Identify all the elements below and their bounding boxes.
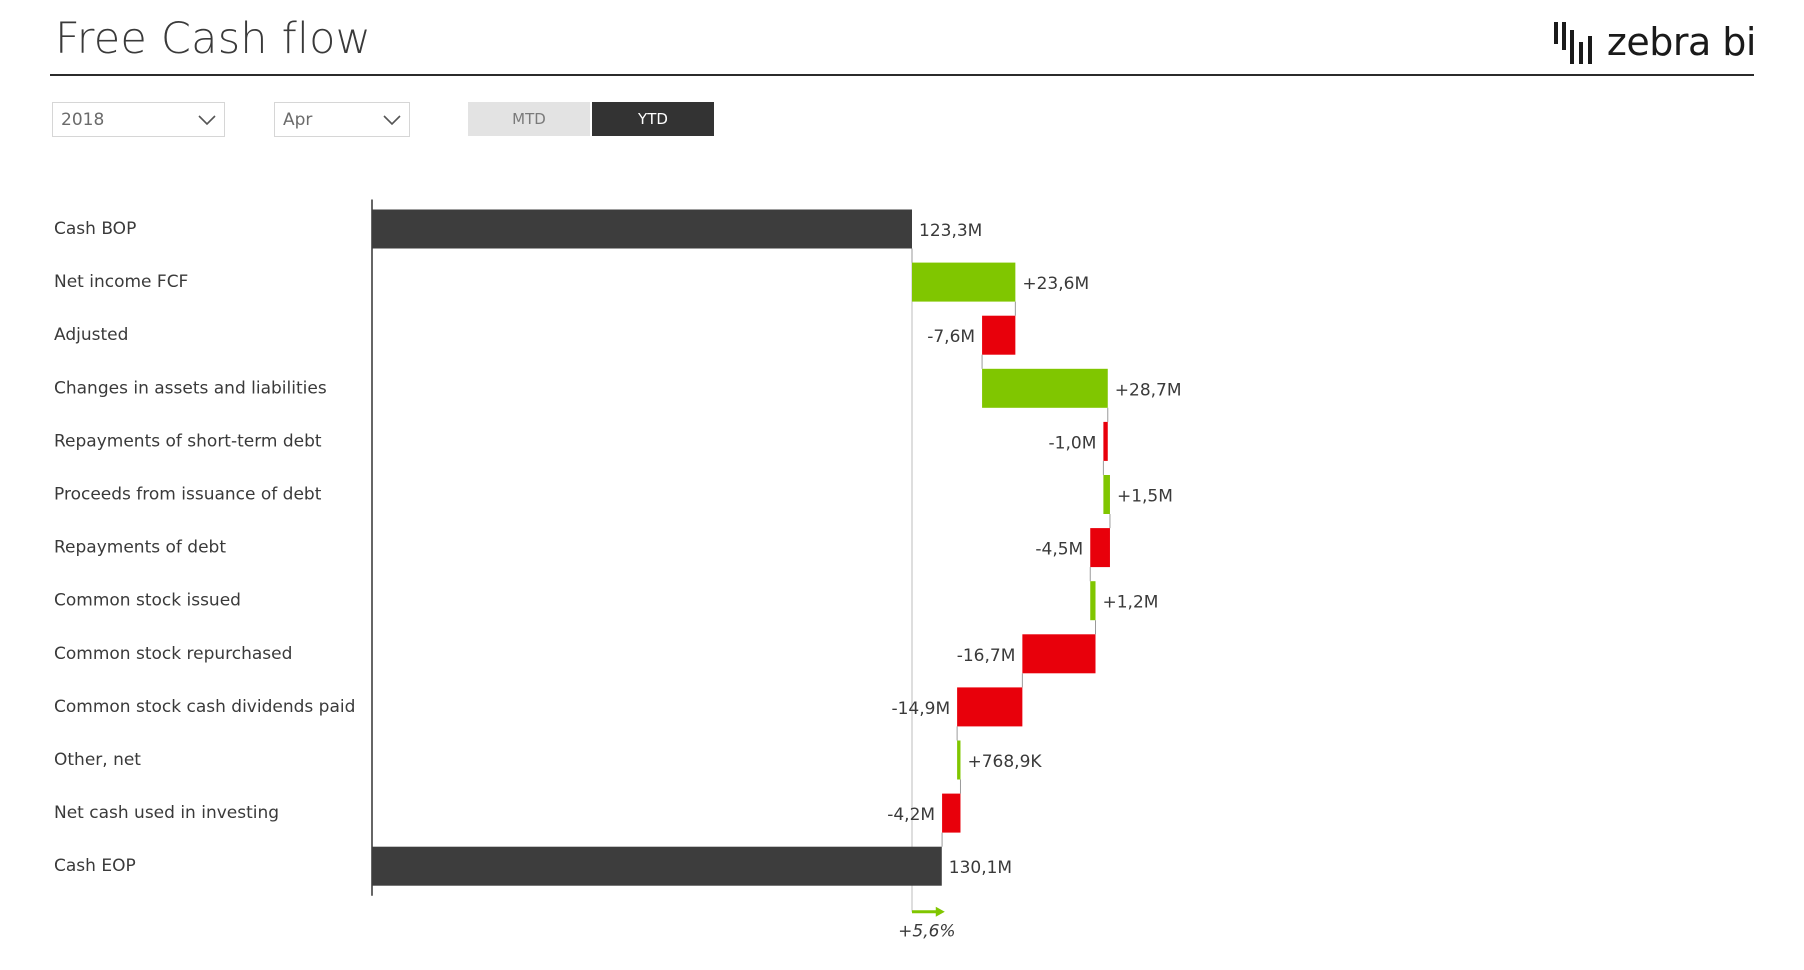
variance-label: +5,6% bbox=[898, 922, 955, 942]
data-label: -7,6M bbox=[927, 327, 975, 347]
logo-text: zebra bi bbox=[1606, 20, 1757, 64]
data-label: -4,5M bbox=[1035, 540, 1083, 560]
delta-bar bbox=[982, 315, 1016, 355]
category-label: Common stock cash dividends paid bbox=[54, 697, 355, 717]
chevron-down-icon bbox=[383, 114, 401, 125]
zebra-bars-icon bbox=[1553, 22, 1592, 64]
delta-bar bbox=[1090, 581, 1096, 621]
data-label: +1,2M bbox=[1103, 593, 1159, 613]
delta-bar bbox=[1103, 475, 1110, 514]
delta-bar bbox=[957, 687, 1023, 727]
data-label: +768,9K bbox=[967, 752, 1042, 772]
data-label: 123,3M bbox=[919, 221, 982, 241]
data-label: +28,7M bbox=[1115, 380, 1182, 400]
data-label: -4,2M bbox=[887, 805, 935, 825]
year-dropdown[interactable]: 2018 bbox=[52, 102, 225, 137]
delta-bar bbox=[1090, 528, 1110, 568]
category-label: Cash EOP bbox=[54, 856, 136, 876]
category-label: Cash BOP bbox=[54, 219, 136, 239]
category-label: Common stock issued bbox=[54, 591, 241, 611]
delta-bar bbox=[1022, 634, 1096, 674]
month-dropdown-value: Apr bbox=[283, 109, 313, 130]
data-label: -16,7M bbox=[957, 646, 1016, 666]
category-label: Proceeds from issuance of debt bbox=[54, 485, 322, 505]
delta-bar bbox=[957, 740, 961, 780]
title-divider bbox=[50, 74, 1754, 76]
month-dropdown[interactable]: Apr bbox=[274, 102, 410, 137]
zebra-bi-logo: zebra bi bbox=[1553, 14, 1757, 70]
chevron-down-icon bbox=[198, 114, 216, 125]
delta-bar bbox=[912, 262, 1016, 302]
category-label: Changes in assets and liabilities bbox=[54, 378, 327, 398]
category-label: Repayments of short-term debt bbox=[54, 431, 322, 451]
total-bar bbox=[372, 209, 912, 249]
mtd-toggle-button[interactable]: MTD bbox=[468, 102, 590, 136]
data-label: +1,5M bbox=[1117, 487, 1173, 507]
category-label: Adjusted bbox=[54, 325, 128, 345]
data-label: -14,9M bbox=[891, 699, 950, 719]
category-label: Common stock repurchased bbox=[54, 644, 292, 664]
delta-bar bbox=[1103, 421, 1108, 461]
category-label: Repayments of debt bbox=[54, 538, 226, 558]
delta-bar bbox=[942, 793, 961, 833]
variance-arrowhead bbox=[935, 906, 945, 917]
category-label: Net cash used in investing bbox=[54, 803, 279, 823]
category-label: Other, net bbox=[54, 750, 141, 770]
page-title: Free Cash flow bbox=[55, 14, 371, 64]
category-label: Net income FCF bbox=[54, 272, 188, 292]
year-dropdown-value: 2018 bbox=[61, 109, 105, 130]
delta-bar bbox=[982, 368, 1108, 408]
ytd-toggle-button[interactable]: YTD bbox=[592, 102, 714, 136]
data-label: 130,1M bbox=[949, 858, 1012, 878]
data-label: +23,6M bbox=[1022, 274, 1089, 294]
data-label: -1,0M bbox=[1049, 433, 1097, 453]
total-bar bbox=[372, 846, 942, 886]
